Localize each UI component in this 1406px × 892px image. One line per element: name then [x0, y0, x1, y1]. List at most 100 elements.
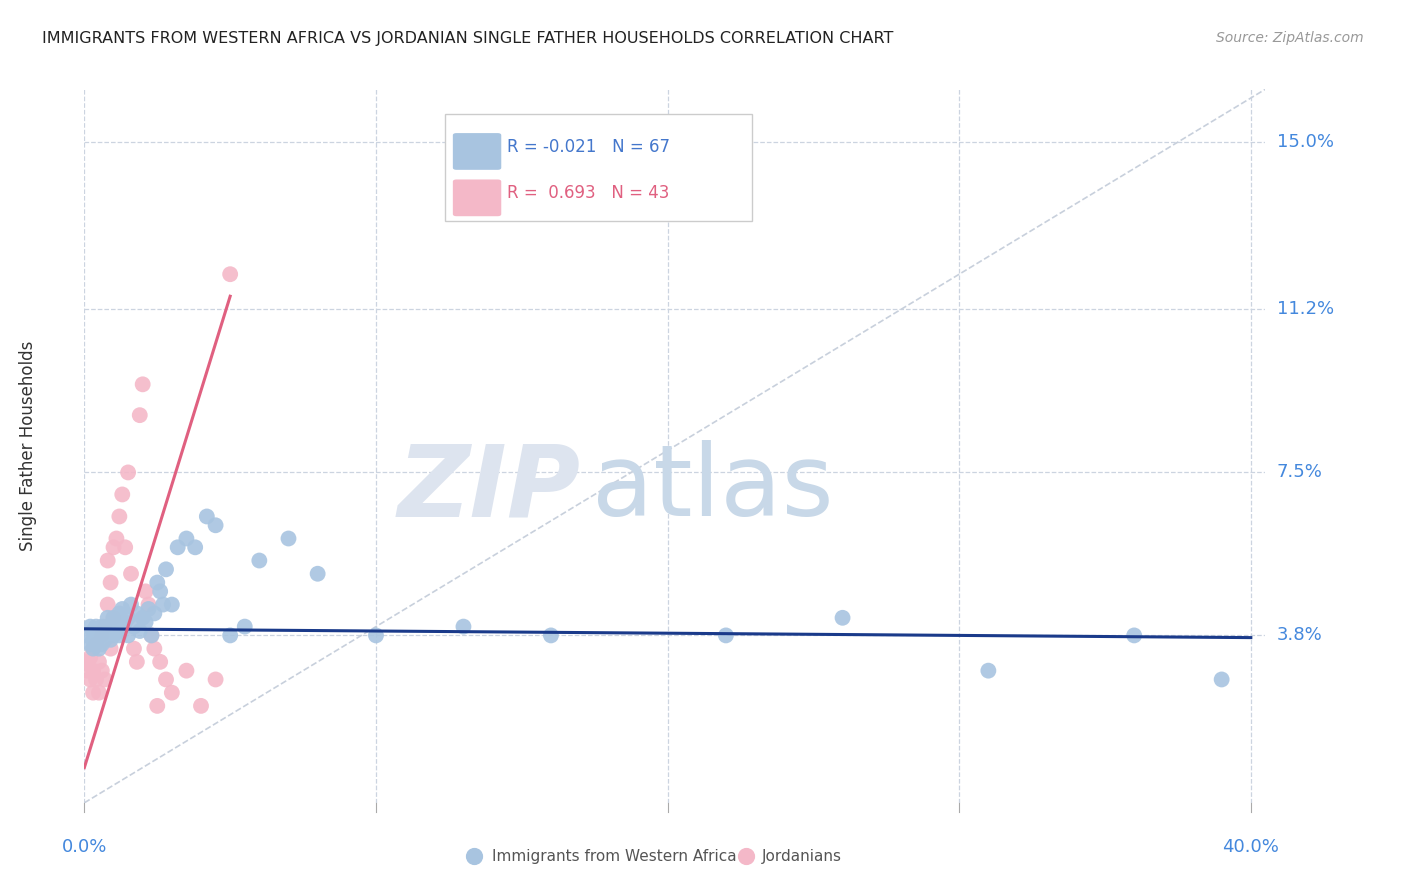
Point: [111, 619, 134, 633]
Point: [540, 628, 562, 642]
Point: [131, 377, 153, 392]
Point: [155, 673, 177, 687]
Point: [87, 624, 110, 638]
Point: [84, 619, 107, 633]
Point: [82, 624, 104, 638]
Point: [105, 615, 128, 630]
Point: [166, 541, 188, 555]
Text: IMMIGRANTS FROM WESTERN AFRICA VS JORDANIAN SINGLE FATHER HOUSEHOLDS CORRELATION: IMMIGRANTS FROM WESTERN AFRICA VS JORDAN…: [42, 31, 894, 46]
Point: [84, 673, 107, 687]
Point: [84, 637, 107, 651]
Point: [138, 598, 160, 612]
Point: [76, 628, 98, 642]
Point: [100, 641, 122, 656]
Point: [128, 624, 150, 638]
Text: 40.0%: 40.0%: [1222, 838, 1279, 856]
Point: [204, 673, 226, 687]
Text: Immigrants from Western Africa: Immigrants from Western Africa: [492, 849, 737, 863]
Point: [277, 532, 299, 546]
Point: [108, 509, 131, 524]
Text: R =  0.693   N = 43: R = 0.693 N = 43: [508, 185, 669, 202]
Point: [204, 518, 226, 533]
Point: [87, 641, 110, 656]
Point: [120, 598, 142, 612]
Point: [87, 655, 110, 669]
Point: [184, 541, 207, 555]
Point: [141, 628, 163, 642]
Point: [120, 566, 142, 581]
Point: [105, 624, 128, 638]
Point: [103, 541, 125, 555]
Point: [114, 541, 136, 555]
Point: [149, 584, 172, 599]
Point: [122, 641, 145, 656]
Point: [76, 664, 98, 678]
Point: [100, 624, 122, 638]
Point: [117, 611, 139, 625]
Point: [146, 575, 169, 590]
Point: [135, 584, 157, 599]
Point: [79, 637, 101, 651]
Point: [82, 686, 104, 700]
Point: [108, 628, 131, 642]
Point: [141, 628, 163, 642]
Point: [94, 624, 117, 638]
Point: [149, 655, 172, 669]
Point: [82, 641, 104, 656]
Point: [97, 628, 120, 642]
Point: [100, 575, 122, 590]
Point: [160, 598, 183, 612]
Point: [87, 632, 110, 647]
Point: [195, 509, 218, 524]
Point: [122, 619, 145, 633]
Point: [79, 673, 101, 687]
Point: [105, 532, 128, 546]
Point: [152, 598, 174, 612]
Point: [117, 628, 139, 642]
Point: [103, 619, 125, 633]
Point: [103, 611, 125, 625]
Point: [90, 637, 112, 651]
Point: [117, 466, 139, 480]
Point: [831, 611, 853, 625]
Point: [307, 566, 329, 581]
Point: [977, 664, 1000, 678]
Point: [131, 611, 153, 625]
Point: [125, 655, 148, 669]
Point: [143, 641, 166, 656]
Text: 3.8%: 3.8%: [1277, 626, 1323, 644]
Point: [84, 628, 107, 642]
Point: [364, 628, 387, 642]
Point: [97, 619, 120, 633]
Point: [90, 628, 112, 642]
Point: [125, 607, 148, 621]
Point: [1123, 628, 1146, 642]
Point: [143, 607, 166, 621]
Point: [219, 628, 242, 642]
Text: 15.0%: 15.0%: [1277, 133, 1334, 151]
Point: [155, 562, 177, 576]
Point: [160, 686, 183, 700]
Text: 11.2%: 11.2%: [1277, 301, 1334, 318]
Point: [190, 698, 212, 713]
Point: [108, 607, 131, 621]
Point: [128, 408, 150, 422]
Point: [176, 532, 198, 546]
Point: [82, 641, 104, 656]
Point: [82, 632, 104, 647]
Point: [453, 619, 475, 633]
Text: Jordanians: Jordanians: [762, 849, 842, 863]
FancyBboxPatch shape: [444, 114, 752, 221]
Point: [97, 598, 120, 612]
Point: [103, 611, 125, 625]
Point: [76, 655, 98, 669]
Point: [90, 619, 112, 633]
Point: [94, 632, 117, 647]
Point: [111, 487, 134, 501]
Point: [247, 553, 270, 567]
Point: [146, 698, 169, 713]
FancyBboxPatch shape: [453, 133, 502, 169]
Text: Source: ZipAtlas.com: Source: ZipAtlas.com: [1216, 31, 1364, 45]
Point: [87, 686, 110, 700]
Point: [82, 664, 104, 678]
